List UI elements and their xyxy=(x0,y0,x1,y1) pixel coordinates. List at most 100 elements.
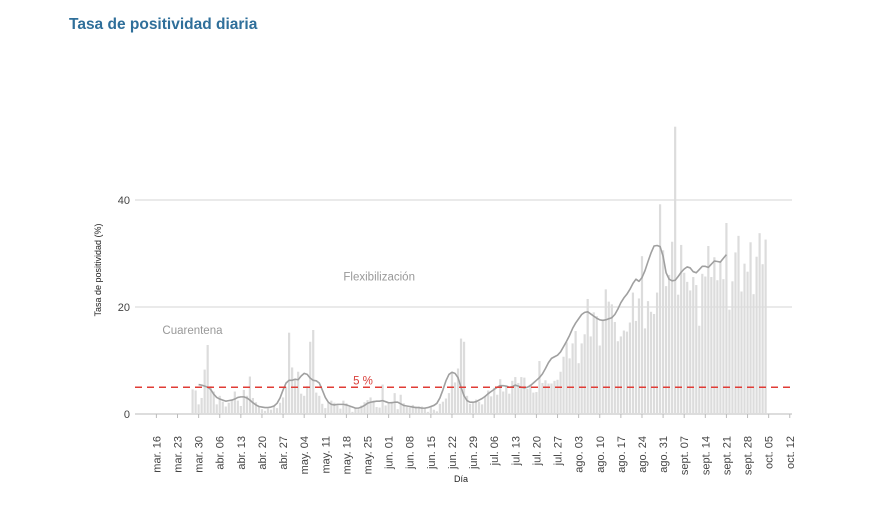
bar xyxy=(625,331,628,414)
bar xyxy=(598,345,601,414)
bar xyxy=(746,271,749,414)
x-tick-label: jun. 01 xyxy=(384,436,396,470)
bar xyxy=(640,256,644,414)
bar xyxy=(737,235,740,414)
bar xyxy=(637,298,641,414)
bar xyxy=(351,411,354,414)
bar xyxy=(544,380,547,414)
bar xyxy=(665,286,668,414)
bar xyxy=(764,239,767,414)
bar xyxy=(209,386,212,414)
bar xyxy=(336,404,339,414)
bar xyxy=(224,406,227,414)
bar xyxy=(658,204,662,414)
bar xyxy=(604,289,607,415)
x-tick-label: sept. 21 xyxy=(721,436,733,475)
bar xyxy=(761,264,764,414)
bar xyxy=(372,400,375,415)
bar xyxy=(414,406,417,414)
bar xyxy=(689,290,692,414)
bar xyxy=(496,394,499,414)
x-tick-label: oct. 12 xyxy=(785,436,797,469)
bar xyxy=(722,279,725,414)
x-tick-label: abr. 27 xyxy=(278,436,290,470)
bar xyxy=(245,395,248,414)
bar xyxy=(333,402,336,414)
bar xyxy=(251,397,255,414)
bar xyxy=(366,400,369,414)
annotations: Cuarentena Flexibilización xyxy=(162,271,415,337)
bar xyxy=(749,242,752,414)
bar xyxy=(327,402,330,414)
bar xyxy=(674,126,677,414)
bar xyxy=(568,358,571,414)
bar xyxy=(450,372,454,414)
bar xyxy=(490,396,493,414)
bar xyxy=(269,409,273,414)
bar xyxy=(281,397,285,415)
bar xyxy=(743,263,746,414)
bar xyxy=(324,408,327,414)
bar xyxy=(218,395,221,414)
x-tick-label: abr. 20 xyxy=(257,436,269,470)
bar xyxy=(752,294,755,414)
bar xyxy=(613,321,616,414)
bar xyxy=(631,292,635,414)
bar xyxy=(221,401,224,414)
bar xyxy=(478,401,481,414)
x-tick-label: jun. 08 xyxy=(405,436,417,470)
x-tick-label: ago. 10 xyxy=(595,436,607,473)
bar xyxy=(266,408,270,414)
bar xyxy=(731,281,734,414)
bar xyxy=(514,377,517,414)
bar xyxy=(671,241,674,414)
bar xyxy=(435,411,438,414)
page-title: Tasa de positividad diaria xyxy=(69,16,258,33)
bar xyxy=(438,403,441,414)
bar xyxy=(236,400,239,415)
bar xyxy=(242,389,245,414)
x-tick-label: mar. 16 xyxy=(151,436,163,473)
bar xyxy=(278,402,282,414)
bar xyxy=(701,273,704,414)
x-tick-label: jun. 29 xyxy=(468,436,480,470)
bar xyxy=(707,246,710,414)
x-tick-label: sept. 14 xyxy=(700,436,712,475)
bar xyxy=(655,292,659,414)
bar xyxy=(487,390,490,414)
bar xyxy=(710,277,713,414)
bar xyxy=(275,408,279,414)
bar xyxy=(254,402,258,414)
bar xyxy=(523,377,526,414)
bar xyxy=(257,407,261,415)
x-tick-label: oct. 05 xyxy=(764,436,776,469)
bar xyxy=(758,233,761,414)
bar xyxy=(200,397,203,414)
bar xyxy=(725,223,728,414)
bar xyxy=(538,361,541,414)
y-axis-ticks: 0 20 40 xyxy=(118,195,130,421)
y-tick-label: 0 xyxy=(124,409,130,421)
bar xyxy=(529,384,532,414)
bar xyxy=(719,260,722,414)
bar xyxy=(499,379,502,414)
bar xyxy=(547,383,550,414)
moving-average-line xyxy=(198,244,728,409)
bar xyxy=(318,395,321,414)
bar xyxy=(194,390,197,414)
bar xyxy=(363,402,366,414)
bar xyxy=(393,393,396,414)
bar xyxy=(402,403,405,414)
annotation: Cuarentena xyxy=(162,325,223,337)
bar xyxy=(357,409,360,414)
threshold-label: 5 % xyxy=(353,375,373,387)
bar xyxy=(574,331,577,414)
bar xyxy=(408,407,411,414)
x-tick-label: jun. 22 xyxy=(447,436,459,470)
bar xyxy=(330,400,333,415)
x-tick-label: ago. 17 xyxy=(616,436,628,473)
bar xyxy=(288,332,291,414)
bar xyxy=(716,280,719,414)
x-tick-label: mar. 30 xyxy=(194,436,206,473)
